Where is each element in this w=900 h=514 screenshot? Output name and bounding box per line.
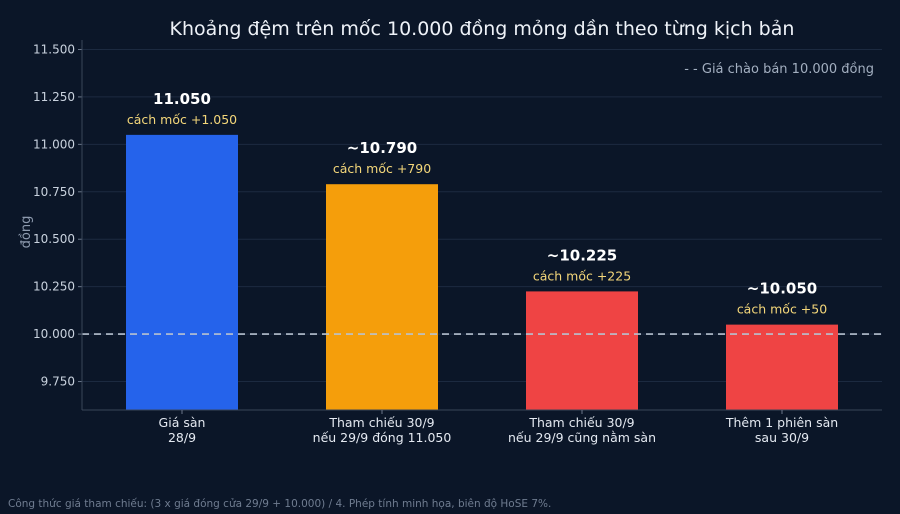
y-tick-label: 11.500 (33, 42, 75, 56)
chart-title: Khoảng đệm trên mốc 10.000 đồng mỏng dần… (170, 18, 795, 40)
x-tick-label-line: nếu 29/9 đóng 11.050 (313, 430, 452, 445)
x-tick-label: Tham chiếu 30/9 nếu 29/9 đóng 11.050 (313, 415, 452, 445)
bar (126, 134, 238, 410)
y-tick-label: 10.500 (33, 232, 75, 246)
footnote: Công thức giá tham chiếu: (3 x giá đóng … (8, 498, 552, 510)
y-tick-label: 11.250 (33, 90, 75, 104)
y-tick-label: 9.750 (41, 375, 75, 389)
bar-value-label: 11.050 (153, 90, 211, 108)
x-tick-label-line: Tham chiếu 30/9 (328, 415, 434, 430)
bar-value-label: ~10.050 (747, 280, 817, 298)
bar-diff-label: cách mốc +1.050 (127, 112, 237, 127)
y-tick-label: 10.750 (33, 185, 75, 199)
bar-value-label: ~10.790 (347, 139, 417, 157)
x-tick-label-line: 28/9 (168, 430, 196, 445)
x-tick-label-line: Thêm 1 phiên sàn (725, 415, 838, 430)
legend-reference-line: - - Giá chào bán 10.000 đồng (684, 62, 874, 77)
y-tick-label: 10.250 (33, 280, 75, 294)
bar-value-label: ~10.225 (547, 246, 617, 264)
y-axis-label: đồng (19, 216, 34, 249)
x-tick-label: Tham chiếu 30/9 nếu 29/9 cũng nằm sàn (508, 415, 656, 445)
x-tick-label: Thêm 1 phiên sàn sau 30/9 (725, 415, 838, 445)
axes: 9.750 10.000 10.250 10.500 10.750 11.000 11.25… (33, 40, 882, 445)
bar (726, 324, 838, 410)
x-tick-label-line: Giá sàn (159, 415, 206, 430)
bar-diff-label: cách mốc +790 (333, 161, 431, 176)
y-tick-label: 11.000 (33, 137, 75, 151)
x-tick-label-line: nếu 29/9 cũng nằm sàn (508, 430, 656, 445)
x-tick-label-line: Tham chiếu 30/9 (528, 415, 634, 430)
bar-labels: 11.050 cách mốc +1.050 ~10.790 cách mốc +79… (127, 90, 827, 317)
x-tick-label: Giá sàn 28/9 (159, 415, 206, 445)
bar (526, 291, 638, 410)
bar-diff-label: cách mốc +50 (737, 302, 827, 317)
bar (326, 184, 438, 410)
y-tick-label: 10.000 (33, 327, 75, 341)
bars (126, 134, 838, 410)
x-tick-label-line: sau 30/9 (755, 430, 809, 445)
bar-diff-label: cách mốc +225 (533, 268, 631, 283)
